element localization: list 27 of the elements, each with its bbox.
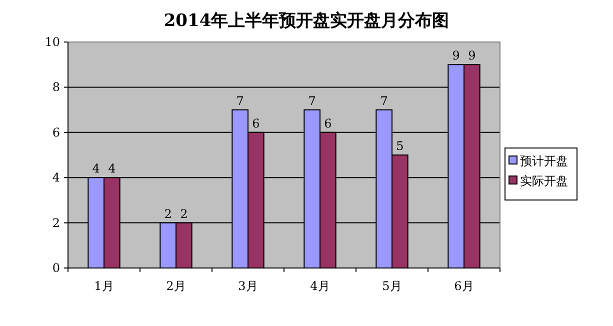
data-label: 6: [252, 116, 260, 130]
x-tick-label: 3月: [238, 279, 258, 293]
data-label: 6: [324, 116, 332, 130]
legend-label: 预计开盘: [520, 154, 568, 168]
data-label: 7: [308, 94, 316, 108]
data-label: 7: [236, 94, 244, 108]
x-tick-label: 1月: [94, 279, 114, 293]
y-tick-label: 4: [52, 170, 60, 185]
chart-title: 2014年上半年预开盘实开盘月分布图: [164, 11, 450, 31]
data-label: 5: [396, 139, 404, 153]
x-tick-label: 5月: [382, 279, 402, 293]
legend-label: 实际开盘: [520, 174, 568, 188]
y-tick-label: 8: [52, 80, 60, 94]
y-tick-label: 0: [52, 261, 60, 275]
data-label: 4: [92, 162, 100, 176]
data-label: 7: [380, 94, 388, 108]
x-tick-label: 4月: [310, 279, 330, 293]
y-tick-label: 10: [44, 35, 60, 49]
data-label: 4: [108, 162, 116, 176]
x-tick-label: 2月: [166, 279, 186, 293]
data-label: 2: [164, 206, 172, 221]
y-tick-label: 6: [52, 125, 60, 140]
data-label: 9: [452, 48, 460, 63]
x-tick-label: 6月: [454, 279, 474, 293]
y-tick-label: 2: [52, 216, 60, 230]
data-label: 2: [180, 206, 188, 221]
data-label: 9: [468, 48, 476, 63]
